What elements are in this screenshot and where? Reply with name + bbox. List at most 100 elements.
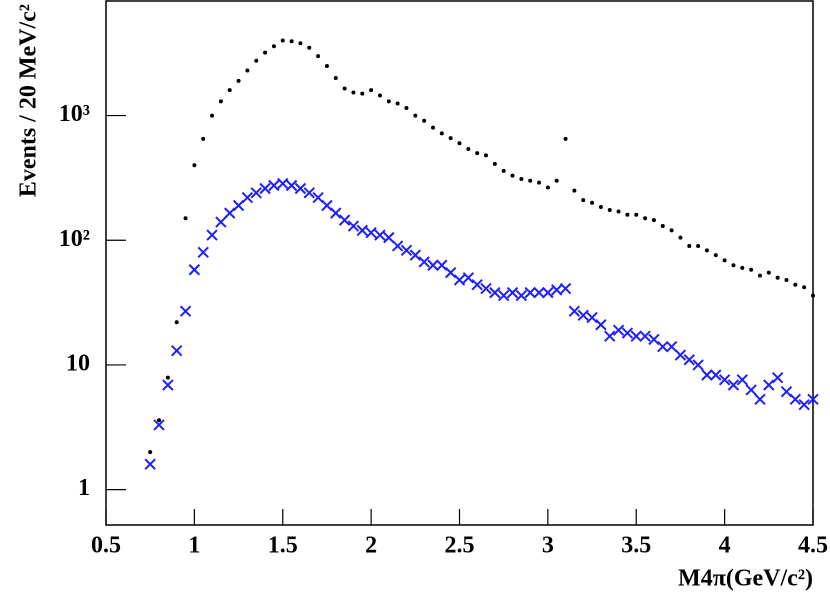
data-point <box>687 243 692 248</box>
data-point <box>807 393 819 406</box>
data-point <box>298 41 303 46</box>
y-tick-label: 1 <box>78 475 90 501</box>
data-point <box>324 63 329 68</box>
data-point <box>259 182 271 195</box>
data-point <box>537 180 542 185</box>
data-point <box>227 88 232 93</box>
data-point <box>528 178 533 183</box>
x-tick-label: 3 <box>542 533 554 559</box>
x-tick-label: 0.5 <box>91 533 121 559</box>
data-point <box>475 151 480 156</box>
data-point <box>533 286 545 299</box>
data-point <box>692 359 704 371</box>
x-axis-title: M4π(GeV/c²) <box>678 566 813 592</box>
data-point <box>351 90 356 95</box>
data-point <box>312 191 324 204</box>
data-point <box>598 204 603 209</box>
y-tick-label: 10² <box>59 226 90 252</box>
data-point <box>519 176 524 181</box>
data-point <box>457 141 462 146</box>
data-point <box>501 168 506 173</box>
data-point <box>418 256 430 268</box>
data-point <box>254 58 259 63</box>
data-point <box>369 88 374 93</box>
data-point <box>268 179 280 192</box>
data-point <box>484 153 489 158</box>
data-point <box>607 207 612 212</box>
data-point <box>436 259 448 271</box>
data-point <box>745 384 757 396</box>
data-point <box>215 216 227 228</box>
data-point <box>330 207 342 219</box>
data-point <box>701 369 713 381</box>
data-point <box>413 113 418 118</box>
data-point <box>277 177 289 190</box>
data-point <box>342 86 347 91</box>
data-point <box>766 270 771 275</box>
data-point <box>577 309 589 322</box>
data-point <box>285 179 298 192</box>
data-point <box>696 243 701 248</box>
data-point <box>621 327 634 339</box>
data-point <box>740 265 745 270</box>
x-tick-label: 2 <box>365 533 377 559</box>
data-point <box>480 282 492 295</box>
data-point <box>427 259 439 271</box>
data-point <box>784 277 789 282</box>
data-point <box>365 226 377 239</box>
data-point <box>510 173 515 178</box>
data-point <box>471 278 483 291</box>
data-point <box>377 93 382 98</box>
data-point <box>174 320 179 325</box>
data-point <box>422 118 427 123</box>
data-point <box>648 333 660 346</box>
data-point <box>444 266 457 279</box>
data-point <box>162 379 174 391</box>
data-point <box>643 216 648 221</box>
data-point <box>572 188 577 193</box>
data-point <box>497 289 510 302</box>
data-point <box>542 286 554 299</box>
data-point <box>271 44 276 49</box>
data-point <box>236 78 241 83</box>
data-point <box>316 54 321 59</box>
data-point <box>678 235 683 240</box>
data-point <box>515 289 528 302</box>
data-point <box>391 240 404 252</box>
data-point <box>674 349 687 361</box>
data-point <box>170 345 183 357</box>
data-point <box>206 229 218 241</box>
data-point <box>616 209 621 214</box>
plot-frame <box>105 0 814 526</box>
data-point <box>462 272 475 284</box>
data-point <box>651 218 656 223</box>
data-point <box>634 212 639 217</box>
data-point <box>793 282 798 287</box>
data-point <box>404 106 409 111</box>
x-tick-label: 3.5 <box>621 533 651 559</box>
data-point <box>489 286 501 299</box>
data-point <box>657 340 669 353</box>
data-point <box>660 224 665 229</box>
data-point <box>559 282 572 295</box>
data-point <box>554 178 559 183</box>
data-point <box>210 113 215 118</box>
x-tick-label: 4.5 <box>798 533 828 559</box>
data-point <box>188 264 201 276</box>
data-point <box>453 274 466 286</box>
data-point <box>625 212 630 217</box>
data-point <box>333 76 338 81</box>
data-point <box>250 187 262 199</box>
data-point <box>430 125 435 130</box>
data-point <box>197 246 209 259</box>
data-point <box>144 458 156 470</box>
data-point <box>704 248 709 253</box>
data-point <box>551 284 563 296</box>
data-point <box>386 99 391 104</box>
data-point <box>718 374 731 386</box>
data-point <box>201 136 206 141</box>
data-point <box>731 263 736 268</box>
data-point <box>590 200 595 205</box>
data-point <box>395 101 400 106</box>
data-point <box>595 319 607 331</box>
